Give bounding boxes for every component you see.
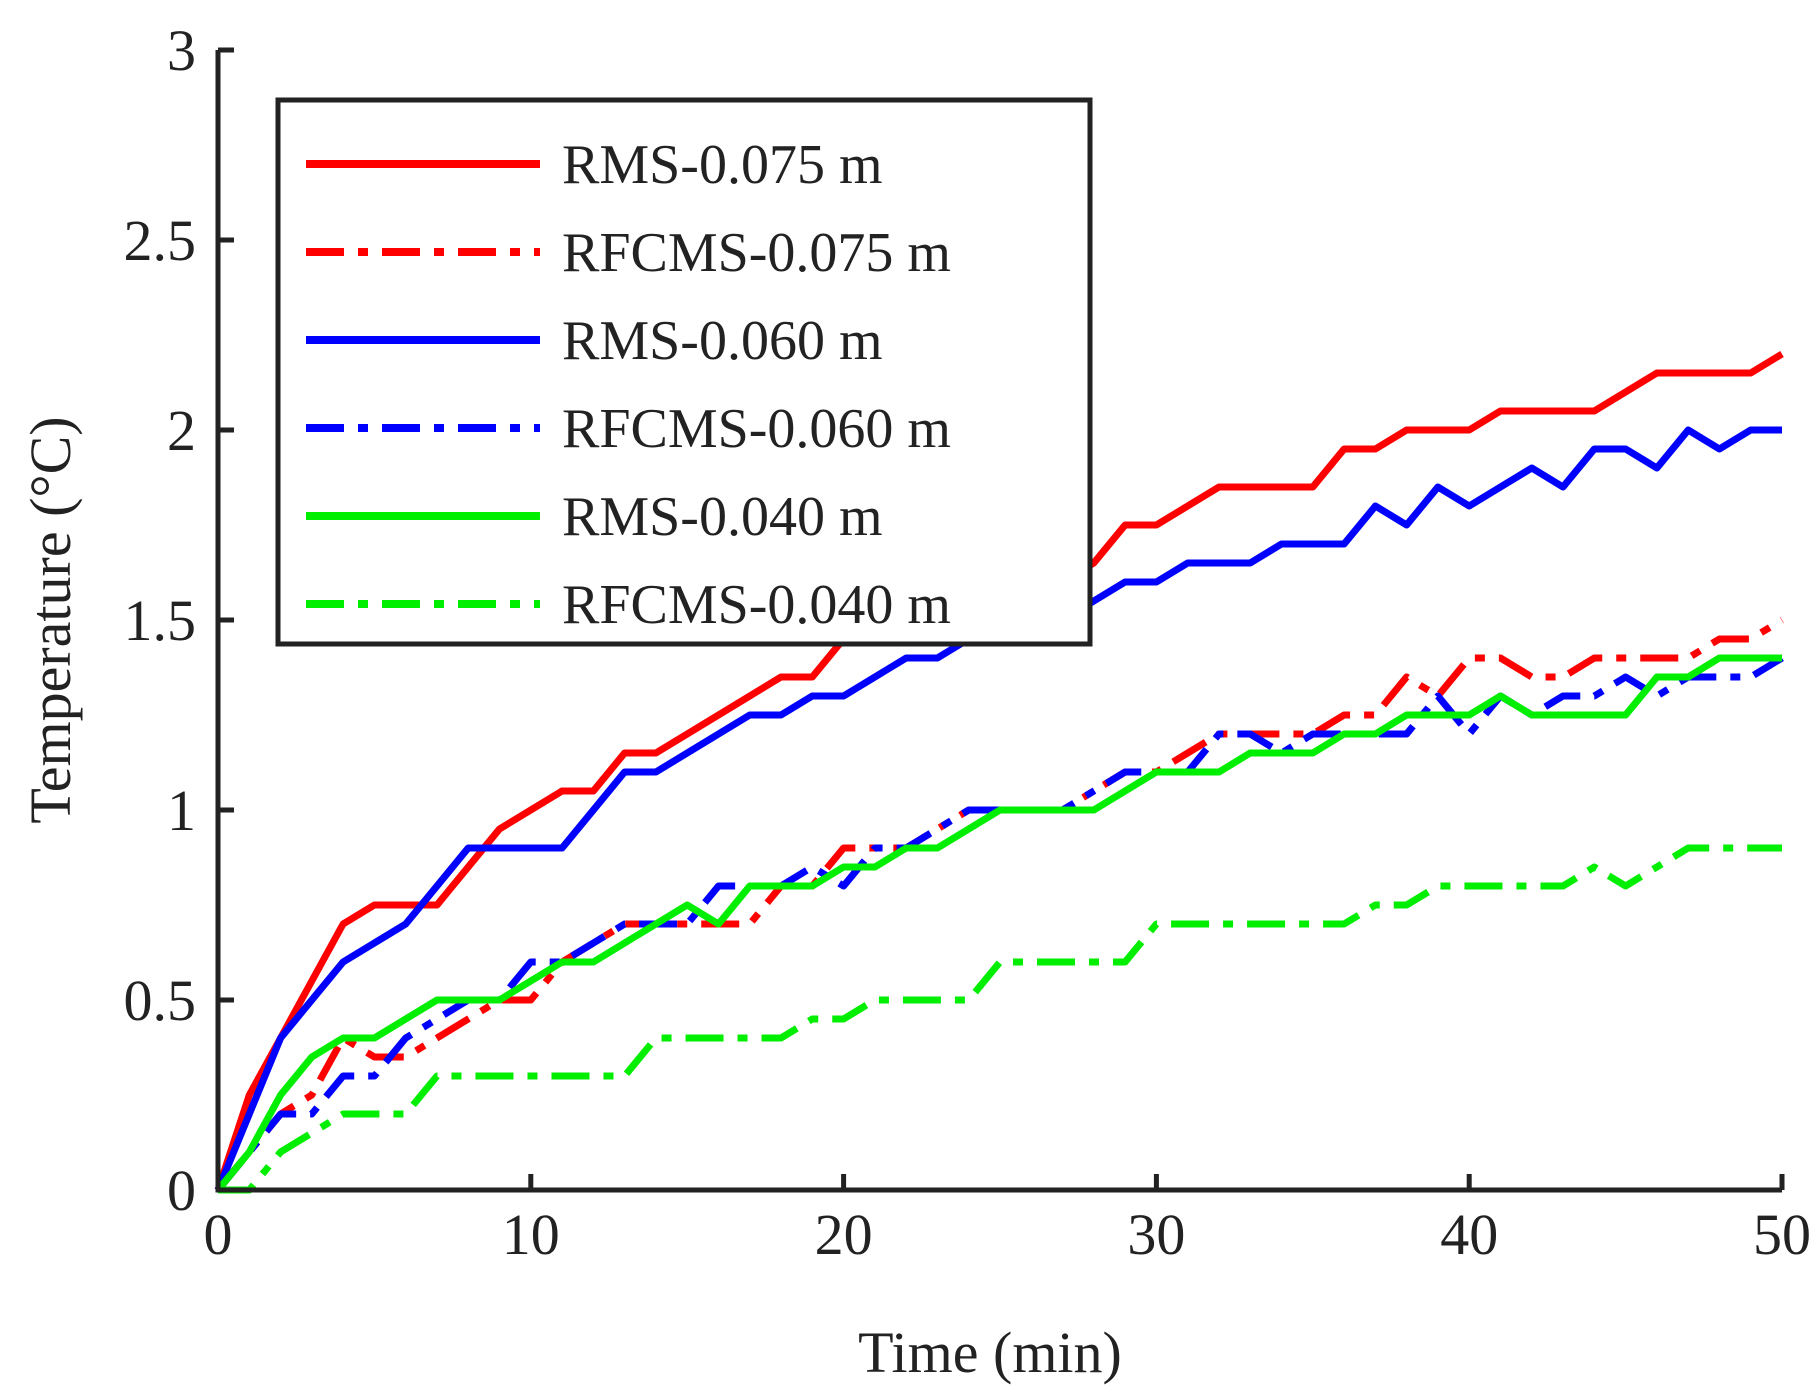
legend-label-2: RFCMS-0.075 m	[562, 222, 951, 284]
y-axis-label: Temperature (°C)	[18, 416, 83, 823]
axes: 0 10 20 30 40 50 0 0.5 1 1.5 2 2.5 3	[124, 18, 1812, 1267]
series-line-2	[215, 617, 1784, 1193]
y-tick-label: 2	[167, 398, 196, 463]
y-tick-label: 3	[167, 18, 196, 83]
legend-label-5: RMS-0.040 m	[562, 486, 883, 548]
x-tick-label: 0	[204, 1202, 233, 1267]
y-tick-label: 2.5	[124, 208, 197, 273]
x-axis-label: Time (min)	[858, 1320, 1122, 1385]
legend-label-6: RFCMS-0.040 m	[562, 574, 951, 636]
y-tick-label: 1.5	[124, 588, 197, 653]
legend-label-1: RMS-0.075 m	[562, 134, 883, 196]
series-line-5	[215, 654, 1782, 1193]
x-tick-label: 50	[1753, 1202, 1811, 1267]
series-layer	[214, 351, 1784, 1194]
y-tick-label: 0.5	[124, 968, 197, 1033]
series-line-6	[218, 844, 1782, 1194]
legend-box	[275, 97, 1093, 647]
legend-label-3: RMS-0.060 m	[562, 310, 883, 372]
x-tick-label: 10	[502, 1202, 560, 1267]
x-tick-label: 20	[815, 1202, 873, 1267]
legend: RMS-0.075 m RFCMS-0.075 m RMS-0.060 m RFCMS…	[275, 97, 1093, 647]
x-tick-label: 30	[1127, 1202, 1185, 1267]
y-tick-label: 0	[167, 1158, 196, 1223]
legend-label-4: RFCMS-0.060 m	[562, 398, 951, 460]
x-tick-label: 40	[1440, 1202, 1498, 1267]
y-tick-label: 1	[167, 778, 196, 843]
